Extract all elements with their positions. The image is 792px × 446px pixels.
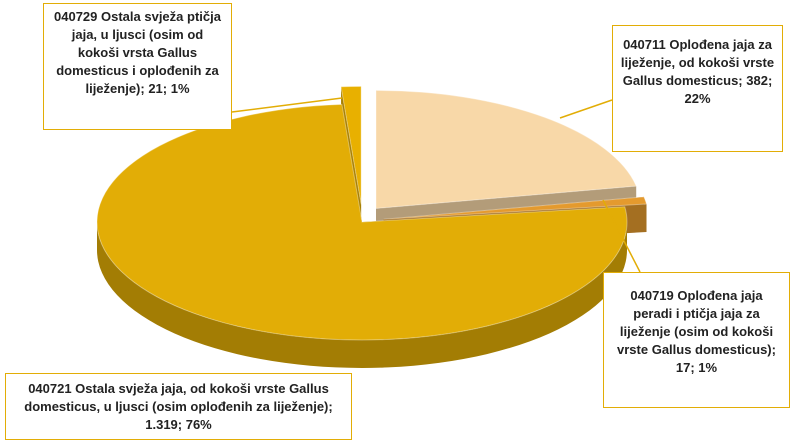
slice bbox=[375, 89, 637, 209]
callout: 040721 Ostala svježa jaja, od kokoši vrs… bbox=[5, 373, 352, 440]
slice-side bbox=[97, 222, 627, 368]
callout: 040719 Oplođena jaja peradi i ptičja jaj… bbox=[603, 272, 790, 408]
pie bbox=[96, 85, 648, 368]
callout: 040711 Oplođena jaja za liježenje, od ko… bbox=[612, 25, 783, 152]
slice bbox=[340, 85, 362, 205]
callout: 040729 Ostala svježa ptičja jaja, u ljus… bbox=[43, 3, 232, 130]
leader-line bbox=[559, 99, 613, 119]
leader-line bbox=[231, 97, 343, 113]
slice bbox=[96, 103, 628, 341]
slice bbox=[383, 196, 648, 220]
leader-line bbox=[602, 199, 641, 273]
